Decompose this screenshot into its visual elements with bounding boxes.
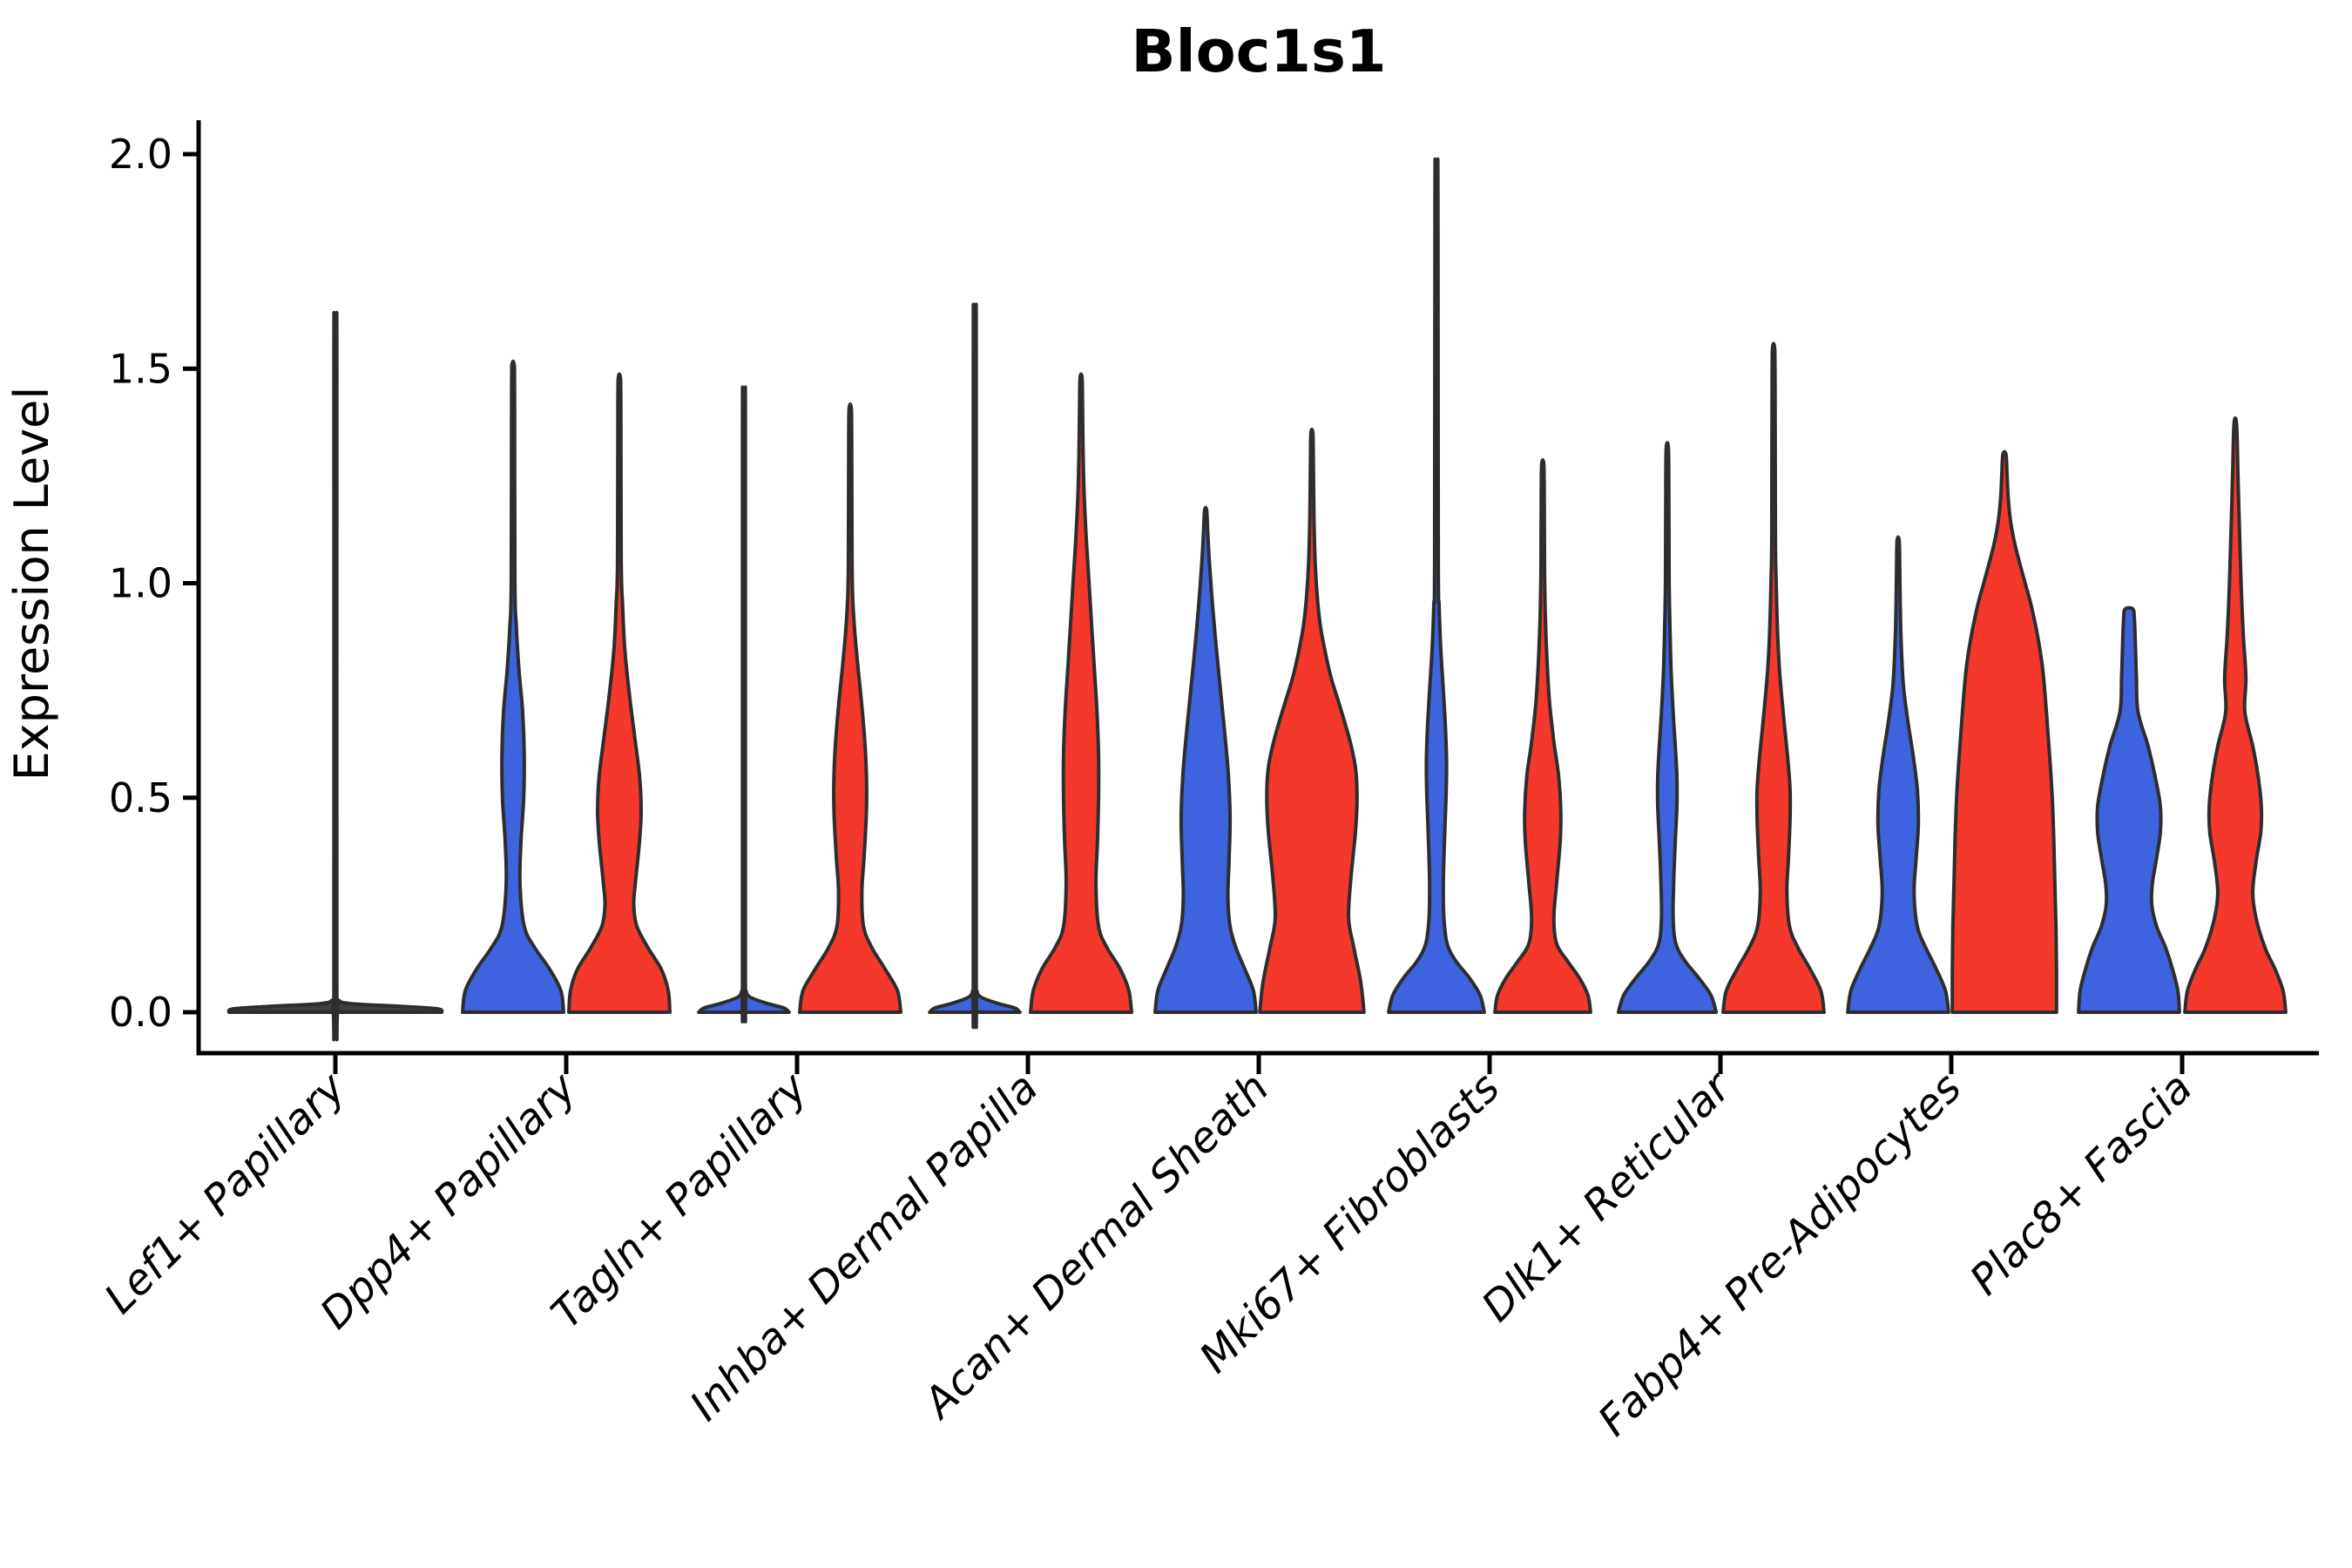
y-tick-label-1.5: 1.5 bbox=[109, 345, 172, 392]
y-tick-label-0.0: 0.0 bbox=[109, 989, 172, 1036]
violin-dlk1-right bbox=[1721, 341, 1826, 1014]
x-tick-label-8: Fabp4+ Pre-Adipocytes bbox=[1589, 1064, 1971, 1446]
violin-mki67-left bbox=[1387, 157, 1486, 1014]
violin-dpp4-left bbox=[461, 359, 565, 1014]
x-tick-label-7: Dlk1+ Reticular bbox=[1472, 1062, 1742, 1332]
violin-lef1-center bbox=[226, 311, 444, 1042]
violin-tagln-left bbox=[697, 385, 791, 1024]
violin-tagln-right bbox=[798, 402, 902, 1014]
violin-plac8-right bbox=[2183, 416, 2288, 1014]
x-tick-label-1: Lef1+ Papillary bbox=[95, 1063, 355, 1323]
y-tick-label-1.0: 1.0 bbox=[109, 560, 172, 607]
y-ticks: 0.0 0.5 1.0 1.5 2.0 bbox=[109, 131, 199, 1036]
violin-inhba-right bbox=[1029, 372, 1133, 1014]
violins-layer bbox=[226, 157, 2288, 1042]
x-tick-label-9: Plac8+ Fascia bbox=[1961, 1064, 2202, 1305]
y-tick-label-0.5: 0.5 bbox=[109, 774, 172, 821]
violin-mki67-right bbox=[1493, 457, 1592, 1014]
violin-plac8-left bbox=[2077, 605, 2181, 1014]
x-tick-label-2: Dpp4+ Papillary bbox=[311, 1063, 586, 1338]
violin-dlk1-left bbox=[1616, 441, 1719, 1014]
y-axis-label: Expression Level bbox=[4, 387, 59, 781]
plot-title: Bloc1s1 bbox=[1132, 17, 1387, 85]
y-tick-label-2.0: 2.0 bbox=[109, 131, 172, 178]
violin-acan-left bbox=[1153, 505, 1258, 1014]
violin-fabp4-right bbox=[1950, 449, 2058, 1014]
violin-inhba-left bbox=[928, 302, 1022, 1030]
x-tick-label-3: Tagln+ Papillary bbox=[542, 1063, 817, 1338]
violin-dpp4-right bbox=[567, 372, 672, 1014]
violin-acan-right bbox=[1258, 427, 1366, 1014]
violin-fabp4-left bbox=[1846, 535, 1950, 1014]
